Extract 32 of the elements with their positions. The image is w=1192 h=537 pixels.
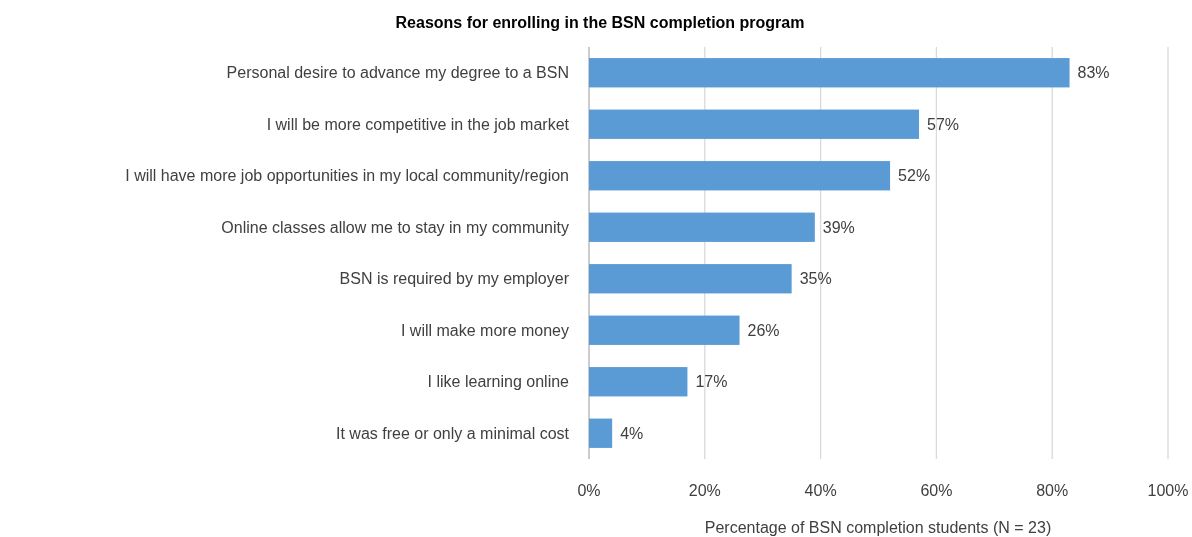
y-tick-label: Online classes allow me to stay in my community	[221, 218, 569, 236]
bar	[589, 315, 740, 345]
y-tick-label: I like learning online	[427, 373, 570, 391]
y-tick-label: Personal desire to advance my degree to a BSN	[226, 64, 569, 82]
data-label: 26%	[747, 321, 780, 339]
bar	[589, 161, 891, 191]
x-tick-label: 80%	[1036, 481, 1069, 499]
chart-title: Reasons for enrolling in the BSN completion program	[395, 13, 805, 31]
y-tick-label: BSN is required by my employer	[339, 270, 570, 288]
bar	[589, 264, 792, 294]
x-tick-label: 40%	[804, 481, 837, 499]
x-axis-title: Percentage of BSN completion students (N = 23)	[704, 518, 1052, 536]
data-label: 83%	[1077, 64, 1110, 82]
data-label: 52%	[898, 167, 931, 185]
data-label: 57%	[927, 115, 960, 133]
bar	[589, 109, 920, 139]
y-tick-label: I will be more competitive in the job market	[266, 115, 570, 133]
x-tick-label: 100%	[1147, 481, 1189, 499]
x-tick-label: 20%	[688, 481, 721, 499]
bar	[589, 367, 688, 397]
x-tick-label: 0%	[577, 481, 601, 499]
data-label: 39%	[822, 218, 855, 236]
y-tick-label: I will have more job opportunities in my local community/region	[125, 167, 569, 185]
bar	[589, 418, 613, 448]
data-label: 4%	[620, 424, 644, 442]
data-label: 35%	[799, 270, 832, 288]
bar	[589, 212, 815, 242]
x-tick-label: 60%	[920, 481, 953, 499]
y-tick-label: It was free or only a minimal cost	[336, 424, 570, 442]
y-tick-label: I will make more money	[400, 321, 569, 339]
data-label: 17%	[695, 373, 728, 391]
bar	[589, 58, 1070, 88]
